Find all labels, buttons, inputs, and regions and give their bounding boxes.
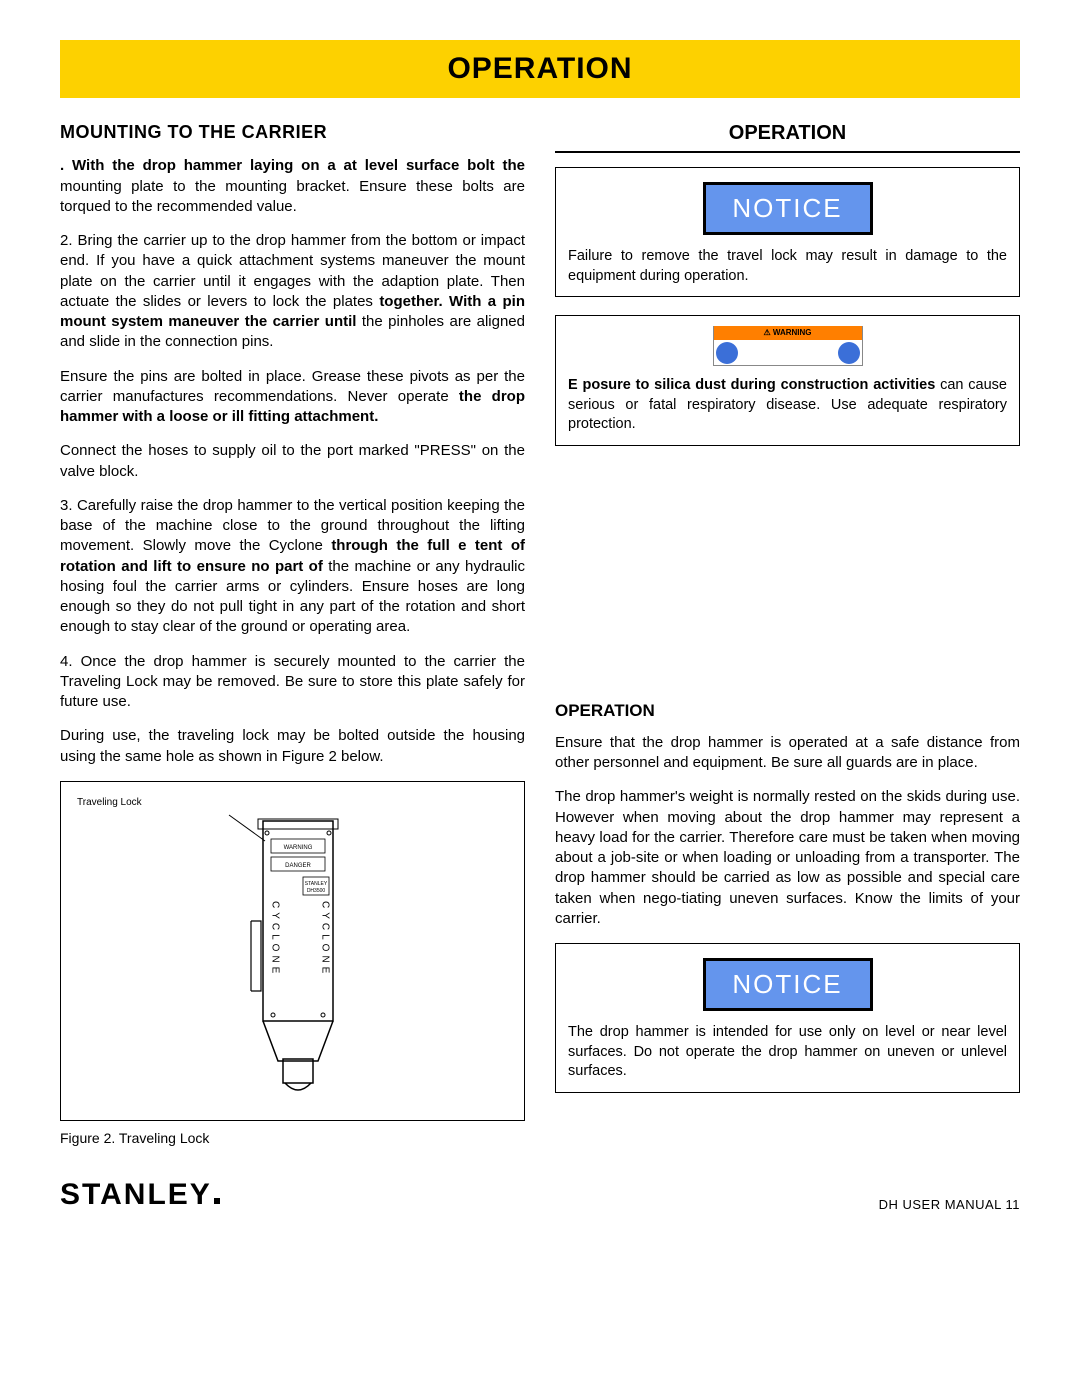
para-1-bold: . With the drop hammer laying on a at le… xyxy=(60,157,525,174)
spacer xyxy=(555,464,1020,694)
para-1-rest: mounting plate to the mounting bracket. … xyxy=(60,178,525,215)
notice-box-1: NOTICE Failure to remove the travel lock… xyxy=(555,167,1020,297)
svg-text:CYCLONE: CYCLONE xyxy=(319,901,330,977)
page-footer: STANLEY DH USER MANUAL 11 xyxy=(60,1178,1020,1212)
notice-label-1: NOTICE xyxy=(703,182,873,235)
right-column: OPERATION NOTICE Failure to remove the t… xyxy=(555,120,1020,1158)
para-1: . With the drop hammer laying on a at le… xyxy=(60,156,525,217)
banner-title: OPERATION xyxy=(60,52,1020,86)
brand-dot-icon xyxy=(214,1198,220,1204)
brand-text: STANLEY xyxy=(60,1178,212,1211)
mounting-heading: MOUNTING TO THE CARRIER xyxy=(60,120,525,144)
para-4: Connect the hoses to supply oil to the p… xyxy=(60,441,525,482)
traveling-lock-diagram: WARNING DANGER STANLEY DH3500 CYCLONE CY… xyxy=(203,801,383,1101)
notice-1-text: Failure to remove the travel lock may re… xyxy=(568,247,1007,286)
op-para-1: Ensure that the drop hammer is operated … xyxy=(555,733,1020,774)
warning-text: E posure to silica dust during construct… xyxy=(568,376,1007,435)
op-para-2: The drop hammer's weight is normally res… xyxy=(555,787,1020,929)
svg-text:CYCLONE: CYCLONE xyxy=(269,901,280,977)
warning-thumbnail: ⚠ WARNING xyxy=(713,326,863,366)
operation-heading: OPERATION xyxy=(555,120,1020,153)
para-6: 4. Once the drop hammer is securely moun… xyxy=(60,652,525,713)
para-5: 3. Carefully raise the drop hammer to th… xyxy=(60,496,525,638)
left-column: MOUNTING TO THE CARRIER . With the drop … xyxy=(60,120,525,1158)
warning-bar-icon: ⚠ WARNING xyxy=(714,326,862,340)
notice-label-2: NOTICE xyxy=(703,958,873,1011)
warning-box: ⚠ WARNING E posure to silica dust during… xyxy=(555,315,1020,446)
figure-2-box: Traveling Lock WARNING DANGER STANLEY DH… xyxy=(60,781,525,1121)
para-2: 2. Bring the carrier up to the drop hamm… xyxy=(60,231,525,353)
content-columns: MOUNTING TO THE CARRIER . With the drop … xyxy=(60,120,1020,1158)
svg-text:DANGER: DANGER xyxy=(285,863,311,869)
svg-text:STANLEY: STANLEY xyxy=(304,881,327,887)
page-banner: OPERATION xyxy=(60,40,1020,98)
warning-bold: E posure to silica dust during construct… xyxy=(568,377,935,393)
notice-box-2: NOTICE The drop hammer is intended for u… xyxy=(555,943,1020,1093)
svg-text:DH3500: DH3500 xyxy=(306,888,325,894)
traveling-lock-label: Traveling Lock xyxy=(77,796,142,810)
warning-circle-icon xyxy=(716,342,738,364)
operation-subheading: OPERATION xyxy=(555,700,1020,723)
para-7: During use, the traveling lock may be bo… xyxy=(60,726,525,767)
para-3a: Ensure the pins are bolted in place. Gre… xyxy=(60,368,525,405)
figure-2-caption: Figure 2. Traveling Lock xyxy=(60,1129,525,1148)
para-3: Ensure the pins are bolted in place. Gre… xyxy=(60,367,525,428)
footer-page-info: DH USER MANUAL 11 xyxy=(879,1197,1020,1212)
svg-text:WARNING: WARNING xyxy=(283,845,312,851)
brand-logo: STANLEY xyxy=(60,1178,220,1212)
warning-circle-icon xyxy=(838,342,860,364)
notice-2-text: The drop hammer is intended for use only… xyxy=(568,1023,1007,1082)
